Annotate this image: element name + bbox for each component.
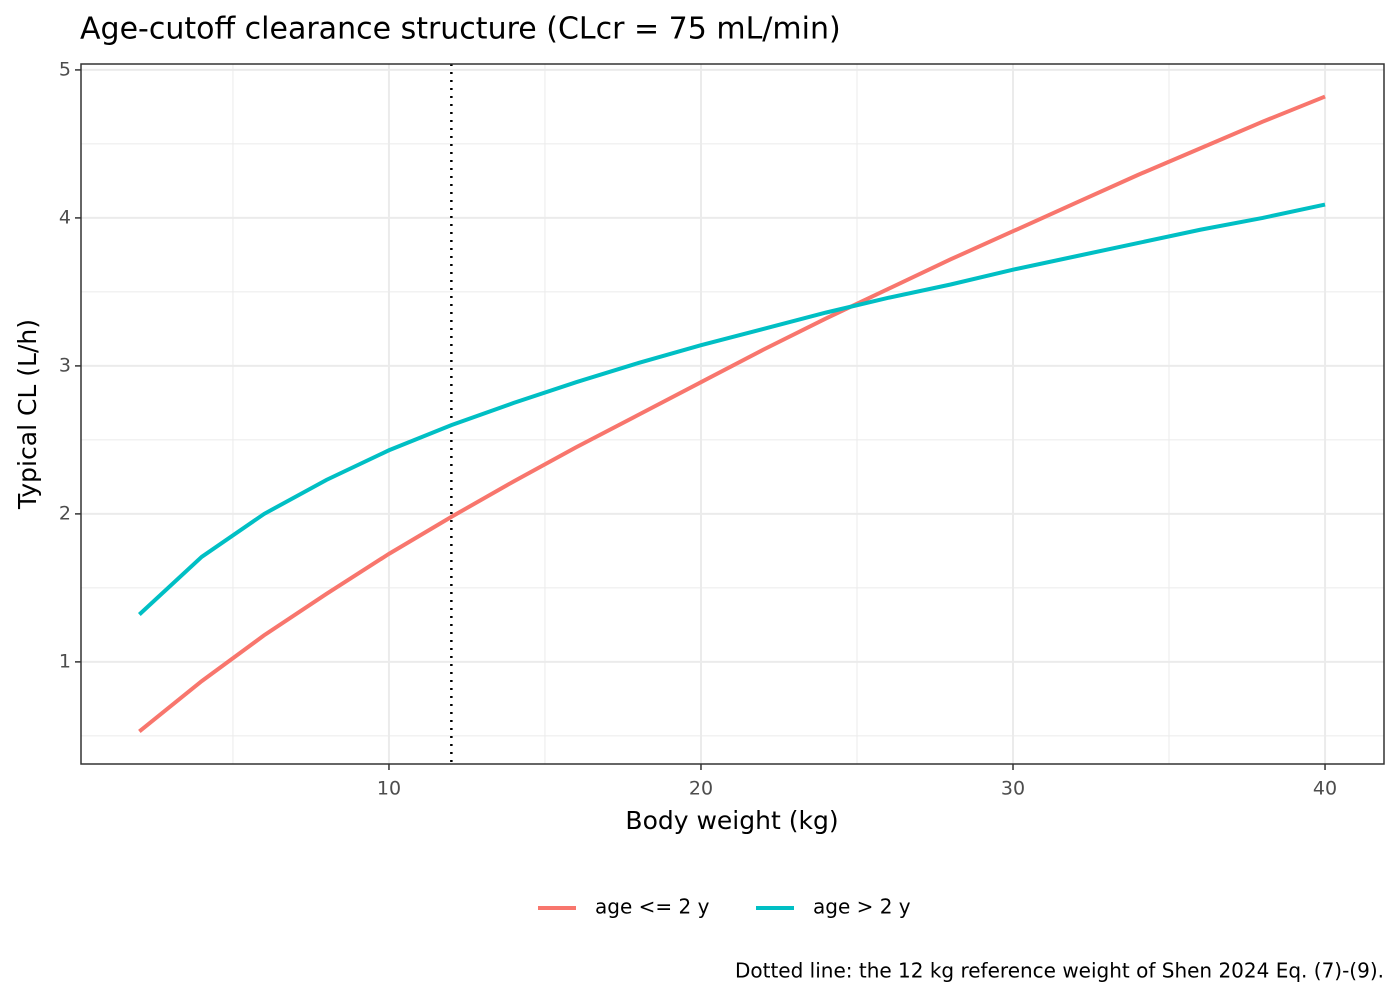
x-tick-label: 20 xyxy=(689,778,713,800)
x-tick-label: 10 xyxy=(377,778,401,800)
y-tick-label: 1 xyxy=(59,650,71,672)
y-tick-label: 4 xyxy=(59,206,71,228)
legend-label: age > 2 y xyxy=(813,895,911,919)
y-tick-label: 2 xyxy=(59,502,71,524)
y-axis-label: Typical CL (L/h) xyxy=(13,319,42,510)
series-line xyxy=(138,94,1326,733)
legend-label: age <= 2 y xyxy=(595,895,710,919)
y-tick-label: 5 xyxy=(59,58,71,80)
chart-title: Age-cutoff clearance structure (CLcr = 7… xyxy=(80,12,841,47)
plot-border xyxy=(80,63,1385,765)
caption: Dotted line: the 12 kg reference weight … xyxy=(735,959,1384,983)
y-tick-label: 3 xyxy=(59,354,71,376)
x-axis-label: Body weight (kg) xyxy=(625,806,838,835)
series-line xyxy=(137,202,1326,616)
x-tick-label: 30 xyxy=(1001,778,1025,800)
x-tick-label: 40 xyxy=(1313,778,1337,800)
